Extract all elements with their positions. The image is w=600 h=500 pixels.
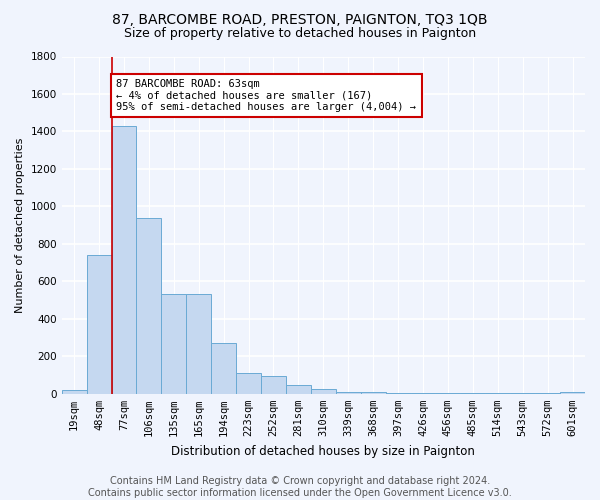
Text: 87, BARCOMBE ROAD, PRESTON, PAIGNTON, TQ3 1QB: 87, BARCOMBE ROAD, PRESTON, PAIGNTON, TQ… — [112, 12, 488, 26]
Bar — [311, 389, 336, 394]
Y-axis label: Number of detached properties: Number of detached properties — [15, 138, 25, 313]
Bar — [286, 386, 311, 394]
Bar — [485, 393, 510, 394]
Bar — [336, 392, 361, 394]
Bar — [361, 392, 386, 394]
Bar — [560, 392, 585, 394]
Bar — [410, 393, 436, 394]
Bar — [460, 393, 485, 394]
Bar — [436, 393, 460, 394]
Bar — [112, 126, 136, 394]
Bar — [510, 393, 535, 394]
Bar — [161, 294, 186, 394]
Bar — [386, 393, 410, 394]
Bar — [62, 390, 86, 394]
Bar — [86, 255, 112, 394]
Bar — [211, 343, 236, 394]
Bar — [261, 376, 286, 394]
Bar — [186, 294, 211, 394]
X-axis label: Distribution of detached houses by size in Paignton: Distribution of detached houses by size … — [172, 444, 475, 458]
Bar — [136, 218, 161, 394]
Bar — [236, 373, 261, 394]
Bar — [535, 393, 560, 394]
Text: Size of property relative to detached houses in Paignton: Size of property relative to detached ho… — [124, 28, 476, 40]
Text: Contains HM Land Registry data © Crown copyright and database right 2024.
Contai: Contains HM Land Registry data © Crown c… — [88, 476, 512, 498]
Text: 87 BARCOMBE ROAD: 63sqm
← 4% of detached houses are smaller (167)
95% of semi-de: 87 BARCOMBE ROAD: 63sqm ← 4% of detached… — [116, 79, 416, 112]
